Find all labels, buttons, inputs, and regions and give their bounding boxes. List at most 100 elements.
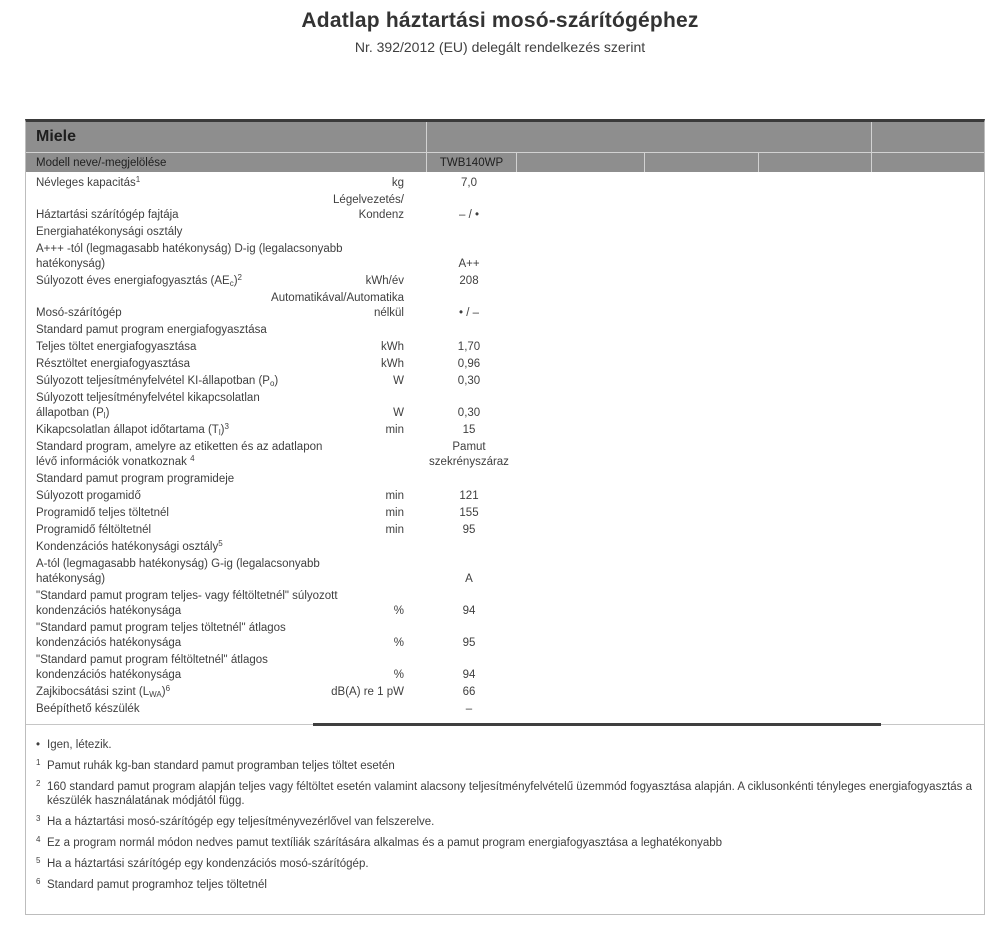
spec-row: Standard pamut program programideje (26, 471, 984, 488)
model-empty-cell (644, 153, 758, 172)
spec-unit: W (393, 407, 404, 419)
spec-label: Súlyozott teljesítményfelvétel kikapcsol… (36, 392, 260, 420)
subscript: o (269, 379, 275, 388)
model-value: TWB140WP (426, 153, 516, 172)
spec-label: Programidő féltöltetnél (36, 524, 152, 536)
footnote: 1 Pamut ruhák kg-ban standard pamut progr… (36, 758, 972, 773)
spec-value: Pamut szekrényszáraz (429, 441, 509, 468)
model-empty-cell (758, 153, 871, 172)
spec-unit: min (385, 524, 404, 536)
spec-value: 155 (459, 507, 479, 519)
spec-value: 66 (462, 686, 476, 698)
spec-row: Programidő teljes töltetnél min 155 (26, 505, 984, 522)
spec-unit: kg (391, 177, 404, 189)
spec-label: A-tól (legmagasabb hatékonyság) G-ig (le… (36, 558, 320, 585)
spec-row: Programidő féltöltetnél min 95 (26, 522, 984, 539)
spec-unit: % (393, 605, 404, 617)
footnote: 6 Standard pamut programhoz teljes töltet… (36, 877, 972, 892)
spec-row: Beépíthető készülék – (26, 701, 984, 718)
spec-row: Teljes töltet energiafogyasztása kWh 1,70 (26, 339, 984, 356)
footnote-text: Igen, létezik. (47, 739, 112, 751)
footnote-marker: 3 (36, 814, 41, 823)
spec-value: – / • (458, 209, 479, 221)
footnote-reference: 3 (224, 422, 229, 431)
spec-unit: min (385, 424, 404, 436)
footnote-text: Pamut ruhák kg-ban standard pamut progra… (47, 760, 395, 772)
spec-label: Súlyozott teljesítményfelvétel KI-állapo… (36, 375, 279, 388)
footnote-reference: 5 (218, 539, 223, 548)
spec-unit: % (393, 637, 404, 649)
footnote-reference: 4 (190, 454, 195, 463)
spec-row: Súlyozott progamidő min 121 (26, 488, 984, 505)
footnote-reference: 1 (135, 175, 141, 184)
footnote: 5 Ha a háztartási szárítógép egy kondenzá… (36, 856, 972, 871)
footnote-marker: 5 (36, 856, 41, 865)
spec-rows: Névleges kapacitás1 kg 7,0 Háztartási szárí… (26, 172, 984, 718)
spec-label: Kondenzációs hatékonysági osztály5 (36, 539, 223, 553)
datasheet-page: { "page": { "title": "Adatlap háztartási… (0, 9, 1000, 929)
spec-label: Standard pamut program energiafogyasztás… (36, 324, 267, 336)
spec-value: 95 (462, 524, 476, 536)
spec-label: "Standard pamut program teljes- vagy fél… (36, 590, 338, 617)
model-row: Modell neve/-megjelölése TWB140WP (26, 152, 984, 172)
footnote-reference: 2 (237, 273, 242, 282)
spec-row: Energiahatékonysági osztály (26, 224, 984, 241)
spec-unit: kWh (381, 358, 404, 370)
subscript: WA (149, 690, 162, 699)
spec-label: Háztartási szárítógép fajtája (36, 209, 179, 221)
spec-value: 7,0 (461, 177, 477, 189)
spec-unit: min (385, 490, 404, 502)
brand-header-row: Miele (26, 122, 984, 152)
spec-row: Súlyozott teljesítményfelvétel kikapcsol… (26, 390, 984, 422)
spec-row: Résztöltet energiafogyasztása kWh 0,96 (26, 356, 984, 373)
footnote-text: Standard pamut programhoz teljes töltetn… (47, 879, 267, 891)
spec-row: Háztartási szárítógép fajtája Légelvezeté… (26, 192, 984, 224)
spec-value: 121 (459, 490, 479, 502)
spec-unit: W (393, 375, 404, 387)
spec-label: "Standard pamut program féltöltetnél" át… (36, 654, 268, 681)
spec-unit: dB(A) re 1 pW (331, 686, 404, 698)
spec-row: Mosó-szárítógép Automatikával/Automatika … (26, 290, 984, 322)
model-label: Modell neve/-megjelölése (36, 156, 167, 169)
footnote-text: Ha a háztartási mosó-szárítógép egy telj… (47, 816, 435, 828)
spec-row: Zajkibocsátási szint (LWA)6 dB(A) re 1 pW… (26, 684, 984, 701)
spec-unit: Automatikával/Automatika nélkül (271, 292, 404, 319)
spec-row: Standard pamut program energiafogyasztás… (26, 322, 984, 339)
spec-label: Súlyozott progamidő (36, 490, 141, 502)
footnote-marker: 4 (36, 835, 41, 844)
subscript: l (103, 411, 106, 420)
page-subtitle: Nr. 392/2012 (EU) delegált rendelkezés s… (354, 39, 646, 55)
footnote: 3 Ha a háztartási mosó-szárítógép egy tel… (36, 814, 972, 829)
spec-row: Súlyozott teljesítményfelvétel KI-állapo… (26, 373, 984, 390)
spec-unit: min (385, 507, 404, 519)
spec-value: 0,96 (457, 358, 481, 370)
datasheet-table: Miele Modell neve/-megjelölése TWB140WP … (25, 119, 985, 915)
spec-row: "Standard pamut program féltöltetnél" át… (26, 652, 984, 684)
spec-label: Névleges kapacitás1 (36, 175, 141, 189)
spec-value: • / – (458, 307, 479, 319)
footnote-marker: 2 (36, 779, 41, 788)
footnote-text: Ez a program normál módon nedves pamut t… (47, 837, 723, 849)
spec-label: Teljes töltet energiafogyasztása (36, 341, 197, 353)
footnote-marker: 6 (36, 877, 41, 886)
spec-unit: kWh/év (365, 275, 404, 287)
spec-row: A-tól (legmagasabb hatékonyság) G-ig (le… (26, 556, 984, 588)
spec-label: Résztöltet energiafogyasztása (36, 358, 191, 370)
spec-row: Névleges kapacitás1 kg 7,0 (26, 175, 984, 192)
footnote: • Igen, létezik. (36, 738, 972, 752)
spec-label: Standard pamut program programideje (36, 473, 235, 485)
footnote: 2 160 standard pamut program alapján telj… (36, 779, 972, 808)
spec-value: 95 (462, 637, 476, 649)
spec-label: Kikapcsolatlan állapot időtartama (Tl)3 (36, 422, 229, 437)
spec-value: 15 (462, 424, 476, 436)
spec-label: Súlyozott éves energiafogyasztás (AEc)2 (36, 273, 242, 288)
spec-row: Súlyozott éves energiafogyasztás (AEc)2 k… (26, 273, 984, 290)
spec-value: 1,70 (457, 341, 481, 353)
spec-value: 208 (459, 275, 479, 287)
model-row-filler (871, 153, 984, 172)
spec-value: 94 (462, 669, 476, 681)
footnote-reference: 6 (165, 684, 171, 693)
brand-name: Miele (36, 128, 77, 145)
spec-label: Mosó-szárítógép (36, 307, 122, 319)
spec-label: Beépíthető készülék (36, 703, 140, 715)
